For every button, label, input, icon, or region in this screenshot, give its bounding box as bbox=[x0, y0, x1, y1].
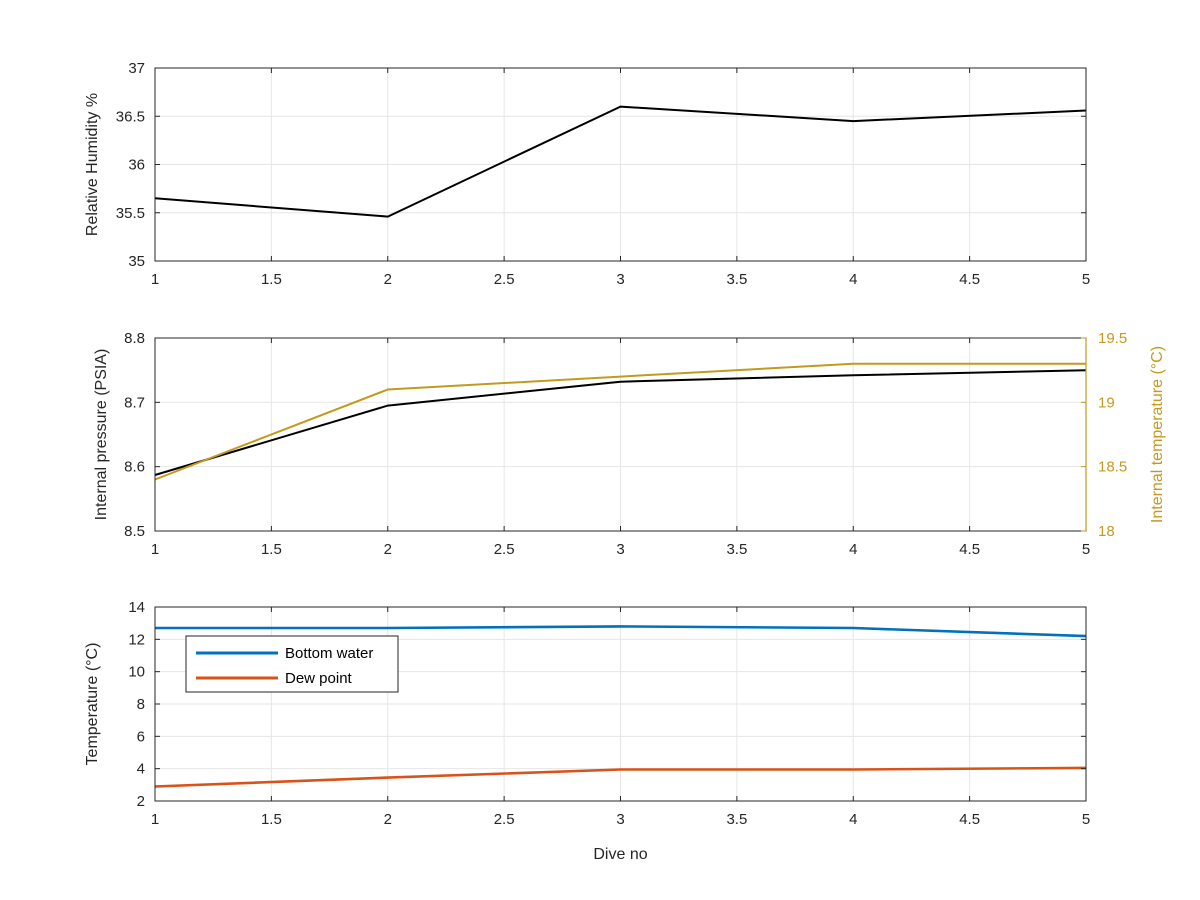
legend-label-dew-point: Dew point bbox=[285, 670, 353, 687]
internal-temperature-y-ticks: 18 18.5 19 19.5 bbox=[1081, 330, 1127, 540]
x-tick-label: 2 bbox=[384, 541, 392, 558]
humidity-series bbox=[154, 105, 1087, 218]
x-tick-label: 4 bbox=[849, 541, 857, 558]
y-tick-label: 37 bbox=[128, 60, 145, 77]
x-tick-label: 1.5 bbox=[261, 541, 282, 558]
x-tick-label: 5 bbox=[1082, 811, 1090, 828]
humidity-y-axis-label: Relative Humidity % bbox=[84, 93, 101, 236]
y-tick-label: 10 bbox=[128, 664, 145, 681]
series-line-0 bbox=[154, 369, 1087, 476]
pressure-temperature-series bbox=[154, 362, 1087, 481]
y-tick-label: 35 bbox=[128, 253, 145, 270]
temperature-panel: 1 1.5 2 2.5 3 3.5 4 4.5 5 2 4 6 8 10 12 14 Temperature… bbox=[84, 599, 1090, 863]
temperature-x-ticks: 1 1.5 2 2.5 3 3.5 4 4.5 5 bbox=[151, 607, 1090, 828]
y-tick-label: 12 bbox=[128, 631, 145, 648]
x-tick-label: 3 bbox=[616, 811, 624, 828]
humidity-y-ticks: 35 35.5 36 36.5 37 bbox=[116, 60, 1086, 270]
y-tick-label: 4 bbox=[137, 761, 145, 778]
x-tick-label: 2.5 bbox=[494, 271, 515, 288]
x-tick-label: 4 bbox=[849, 271, 857, 288]
pressure-grid bbox=[154, 337, 1087, 532]
temperature-y-ticks: 2 4 6 8 10 12 14 bbox=[128, 599, 1086, 810]
y-tick-label: 8.8 bbox=[124, 330, 145, 347]
x-tick-label: 3.5 bbox=[726, 541, 747, 558]
series-line-0 bbox=[155, 625, 1087, 638]
x-tick-label: 1 bbox=[151, 541, 159, 558]
x-tick-label: 4.5 bbox=[959, 811, 980, 828]
x-tick-label: 2 bbox=[384, 811, 392, 828]
y-tick-label: 14 bbox=[128, 599, 145, 616]
internal-temperature-y-axis-label: Internal temperature (°C) bbox=[1149, 346, 1166, 523]
pressure-temperature-panel: 1 1.5 2 2.5 3 3.5 4 4.5 5 8.58.68.78.8 1818.5191… bbox=[93, 330, 1166, 558]
legend: Bottom water Dew point bbox=[185, 635, 399, 693]
y-tick-label: 8.5 bbox=[124, 523, 145, 540]
right-y-tick-label: 19 bbox=[1098, 394, 1115, 411]
right-y-tick-label: 18 bbox=[1098, 523, 1115, 540]
temperature-y-axis-label: Temperature (°C) bbox=[84, 643, 101, 766]
x-tick-label: 2 bbox=[384, 271, 392, 288]
y-tick-label: 35.5 bbox=[116, 205, 145, 222]
temperature-series bbox=[154, 625, 1087, 788]
series-line-1 bbox=[154, 766, 1087, 788]
legend-label-bottom-water: Bottom water bbox=[285, 645, 373, 662]
y-tick-label: 8.7 bbox=[124, 394, 145, 411]
x-axis-label: Dive no bbox=[593, 846, 647, 863]
x-tick-label: 3.5 bbox=[726, 271, 747, 288]
x-tick-label: 2.5 bbox=[494, 811, 515, 828]
x-tick-label: 3 bbox=[616, 541, 624, 558]
legend-box bbox=[185, 635, 399, 693]
pressure-y-ticks: 8.5 8.6 8.7 8.8 bbox=[124, 330, 160, 540]
series-line-1 bbox=[154, 362, 1086, 481]
x-tick-label: 2.5 bbox=[494, 541, 515, 558]
series-line-0 bbox=[154, 105, 1087, 218]
x-tick-label: 1.5 bbox=[261, 271, 282, 288]
x-tick-label: 1 bbox=[151, 271, 159, 288]
right-y-tick-label: 19.5 bbox=[1098, 330, 1127, 347]
x-tick-label: 4.5 bbox=[959, 271, 980, 288]
right-y-tick-label: 18.5 bbox=[1098, 459, 1127, 476]
pressure-y-axis-label: Internal pressure (PSIA) bbox=[93, 349, 110, 521]
x-tick-label: 1.5 bbox=[261, 811, 282, 828]
y-tick-label: 6 bbox=[137, 728, 145, 745]
y-tick-label: 8 bbox=[137, 696, 145, 713]
humidity-grid bbox=[154, 67, 1087, 262]
x-tick-label: 5 bbox=[1082, 541, 1090, 558]
humidity-panel: 1 1.5 2 2.5 3 3.5 4 4.5 5 35 35.5 36 36.5 37 Relativ… bbox=[84, 60, 1090, 288]
x-tick-label: 1 bbox=[151, 811, 159, 828]
y-tick-label: 2 bbox=[137, 793, 145, 810]
humidity-x-ticks: 1 1.5 2 2.5 3 3.5 4 4.5 5 bbox=[151, 68, 1090, 288]
y-tick-label: 8.6 bbox=[124, 459, 145, 476]
x-tick-label: 3.5 bbox=[726, 811, 747, 828]
y-tick-label: 36 bbox=[128, 157, 145, 174]
x-tick-label: 4.5 bbox=[959, 541, 980, 558]
x-tick-label: 5 bbox=[1082, 271, 1090, 288]
y-tick-label: 36.5 bbox=[116, 108, 145, 125]
pressure-x-ticks: 1 1.5 2 2.5 3 3.5 4 4.5 5 bbox=[151, 338, 1090, 558]
x-tick-label: 3 bbox=[616, 271, 624, 288]
x-tick-label: 4 bbox=[849, 811, 857, 828]
